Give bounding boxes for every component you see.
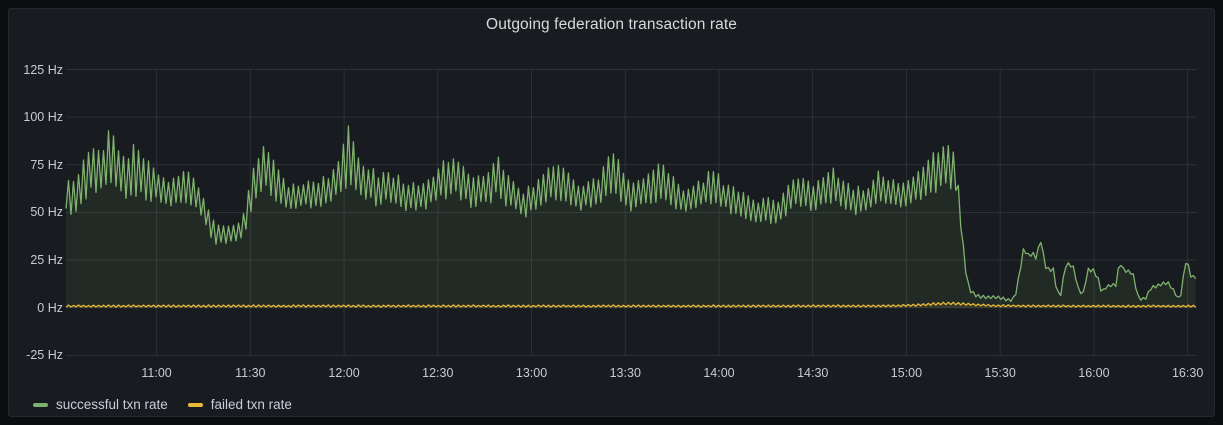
panel-title[interactable]: Outgoing federation transaction rate <box>486 16 737 33</box>
y-tick-label: 0 Hz <box>37 300 63 315</box>
x-tick-label: 11:00 <box>141 366 172 380</box>
x-tick-label: 15:00 <box>890 366 923 380</box>
legend: successful txn rate failed txn rate <box>33 397 292 412</box>
x-tick-label: 16:30 <box>1171 366 1204 380</box>
y-tick-label: 25 Hz <box>30 253 63 268</box>
series-area-0 <box>66 126 1196 308</box>
legend-swatch-failed <box>187 402 203 407</box>
series-line-1 <box>65 301 1197 308</box>
panel-header[interactable]: Outgoing federation transaction rate <box>9 9 1214 41</box>
y-tick-label: 75 Hz <box>30 157 63 172</box>
chart-plot-area[interactable]: -25 Hz 0 Hz 25 Hz 50 Hz 75 Hz 100 Hz 125 Hz 11… <box>9 9 1214 416</box>
x-tick-label: 14:00 <box>703 366 735 380</box>
x-tick-label: 14:30 <box>797 366 829 380</box>
y-tick-label: 100 Hz <box>23 110 63 125</box>
y-tick-label: -25 Hz <box>26 348 63 363</box>
x-tick-label: 11:30 <box>235 366 266 380</box>
series-line-0 <box>65 125 1197 303</box>
legend-item-successful[interactable]: successful txn rate <box>33 397 168 412</box>
legend-label-failed: failed txn rate <box>210 397 292 412</box>
x-tick-label: 12:30 <box>422 366 454 380</box>
x-tick-label: 15:30 <box>984 366 1016 380</box>
y-tick-label: 50 Hz <box>30 205 63 220</box>
y-tick-label: 125 Hz <box>23 62 63 77</box>
series-area-1 <box>66 302 1196 308</box>
x-tick-label: 13:00 <box>515 366 548 380</box>
x-tick-label: 13:30 <box>609 366 641 380</box>
legend-item-failed[interactable]: failed txn rate <box>187 397 292 412</box>
legend-label-successful: successful txn rate <box>56 397 168 412</box>
chart-canvas[interactable] <box>9 9 1214 416</box>
x-tick-label: 16:00 <box>1078 366 1110 380</box>
x-tick-label: 12:00 <box>328 366 360 380</box>
graph-panel: -25 Hz 0 Hz 25 Hz 50 Hz 75 Hz 100 Hz 125 Hz 11… <box>8 8 1215 417</box>
legend-swatch-successful <box>33 402 48 407</box>
